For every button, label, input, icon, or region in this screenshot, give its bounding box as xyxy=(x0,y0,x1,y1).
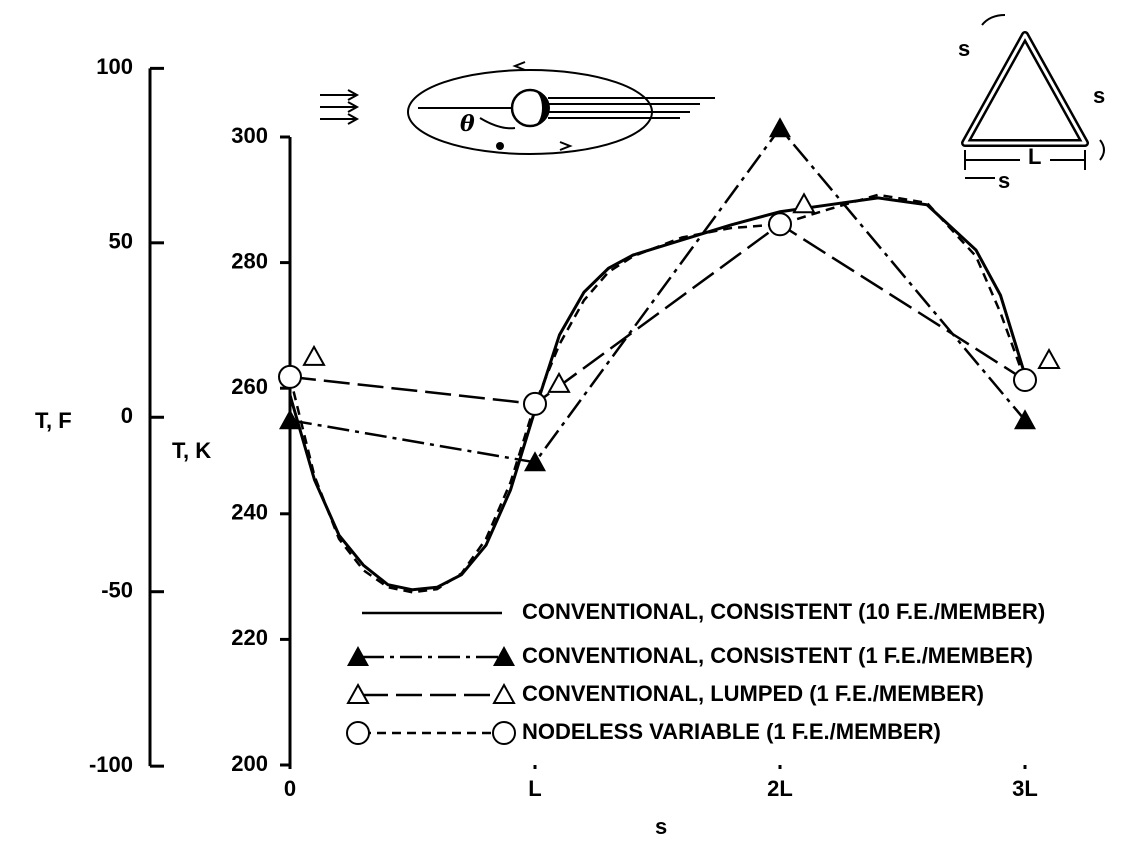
y2-tick-label: -100 xyxy=(89,752,133,777)
legend-label: NODELESS VARIABLE (1 F.E./MEMBER) xyxy=(522,719,941,744)
triangle-marker xyxy=(493,646,515,666)
orbit-point xyxy=(496,142,504,150)
series-line xyxy=(288,196,1027,592)
triangle-marker xyxy=(347,646,369,666)
annotation: s xyxy=(1093,83,1105,108)
triangle xyxy=(961,31,1089,147)
annotation: s xyxy=(998,168,1010,193)
series xyxy=(278,193,1037,594)
legend-item: CONVENTIONAL, CONSISTENT (10 F.E./MEMBER… xyxy=(362,599,1045,624)
series-line xyxy=(288,193,1027,594)
shadow-lines xyxy=(548,97,715,119)
circle-marker xyxy=(492,721,516,745)
open-triangle-marker xyxy=(346,682,370,704)
y-tick-label: 260 xyxy=(231,374,268,399)
legend-item: CONVENTIONAL, CONSISTENT (1 F.E./MEMBER) xyxy=(347,643,1033,668)
satellite-shadow xyxy=(532,90,550,126)
series-line xyxy=(289,126,1026,464)
series xyxy=(288,196,1027,592)
legend-label: CONVENTIONAL, CONSISTENT (10 F.E./MEMBER… xyxy=(522,599,1045,624)
y-axis-label: T, K xyxy=(172,438,211,463)
series xyxy=(289,192,1061,406)
y2-tick-label: 0 xyxy=(121,403,133,428)
y-tick-label: 240 xyxy=(231,500,268,525)
circle-marker xyxy=(1013,368,1037,393)
open-triangle-marker xyxy=(792,192,816,214)
y2-tick-label: 50 xyxy=(109,229,133,254)
open-triangle-marker xyxy=(492,682,516,704)
legend-item: CONVENTIONAL, LUMPED (1 F.E./MEMBER) xyxy=(346,681,984,706)
y-tick-label: 220 xyxy=(231,625,268,650)
triangle-marker xyxy=(769,117,791,138)
dimension-lines xyxy=(964,150,1086,179)
legend-item: NODELESS VARIABLE (1 F.E./MEMBER) xyxy=(346,719,941,745)
x-tick-label: 0 xyxy=(284,776,296,801)
open-triangle-marker xyxy=(547,371,571,393)
x-axis-label: s xyxy=(655,814,667,839)
circle-marker xyxy=(523,391,547,416)
x-tick-label: 3L xyxy=(1012,776,1038,801)
series xyxy=(279,117,1036,472)
orbit-arrows xyxy=(512,61,573,151)
sun-arrows xyxy=(347,89,360,125)
y2-tick-label: 100 xyxy=(96,54,133,79)
open-triangle-marker xyxy=(1037,347,1061,370)
y-tick-label: 280 xyxy=(231,248,268,273)
series-line xyxy=(289,222,1026,406)
legend-label: CONVENTIONAL, CONSISTENT (1 F.E./MEMBER) xyxy=(522,643,1033,668)
theta-arc xyxy=(479,117,516,130)
annotation: s xyxy=(958,36,970,61)
rotation-arrows xyxy=(981,14,1105,161)
open-triangle-marker xyxy=(302,344,326,366)
circle-marker xyxy=(278,364,302,389)
circle-marker xyxy=(768,212,792,237)
triangle-marker xyxy=(1014,409,1036,430)
annotation: θ xyxy=(460,111,475,137)
y2-tick-label: -50 xyxy=(101,578,133,603)
legend-label: CONVENTIONAL, LUMPED (1 F.E./MEMBER) xyxy=(522,681,984,706)
circle-marker xyxy=(346,721,370,745)
triangle-inner xyxy=(963,33,1087,145)
triangle-marker xyxy=(524,451,546,472)
triangle-inset: s s L s xyxy=(958,14,1105,193)
y-tick-label: 300 xyxy=(231,123,268,148)
annotation: L xyxy=(1028,144,1041,169)
x-tick-label: 2L xyxy=(767,776,793,801)
y2-axis-label: T, F xyxy=(35,408,72,433)
x-tick-label: L xyxy=(528,776,541,801)
triangle-marker xyxy=(279,409,301,430)
y-tick-label: 200 xyxy=(231,751,268,776)
orbit-inset: θ xyxy=(320,61,715,155)
